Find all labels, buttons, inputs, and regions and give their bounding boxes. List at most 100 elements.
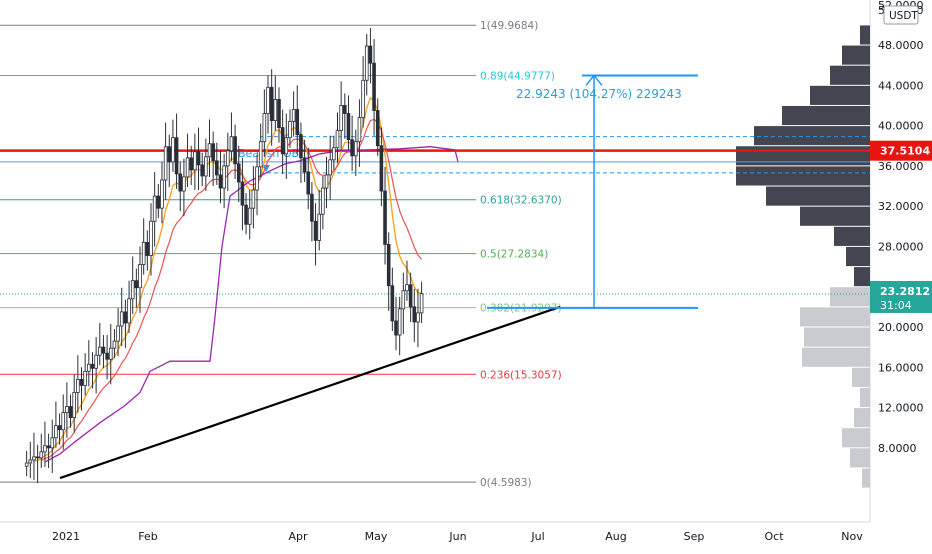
candle-body	[416, 312, 420, 323]
candle-body	[185, 157, 190, 178]
candle-body	[156, 195, 161, 209]
candle-body	[204, 156, 208, 177]
candle-body	[280, 127, 285, 155]
candle-body	[97, 346, 102, 356]
candle-body	[258, 141, 263, 168]
candle-body	[79, 378, 84, 386]
volume-profile-bar	[810, 85, 870, 105]
price-tick-label: 32.0000	[878, 200, 924, 213]
candle-body	[145, 242, 150, 256]
candle-body	[76, 378, 80, 393]
candle-body	[138, 264, 142, 289]
candle-body	[101, 346, 106, 354]
candle-body	[233, 136, 237, 165]
candle-body	[353, 141, 358, 157]
volume-profile-bar	[754, 126, 870, 146]
candle-body	[405, 284, 409, 292]
candle-body	[119, 311, 124, 327]
candle-body	[324, 174, 329, 189]
candle-body	[236, 163, 241, 183]
candle-body	[350, 139, 354, 157]
candle-body	[141, 242, 146, 265]
red-level-tag-label: 37.5104	[880, 145, 930, 158]
last-price-countdown: 31:04	[880, 299, 912, 312]
volume-profile-bar	[830, 287, 870, 307]
volume-profile-bar	[860, 25, 870, 45]
candle-body	[386, 244, 391, 287]
candle-body	[408, 284, 413, 308]
candle-body	[167, 146, 172, 163]
last-price-tag	[870, 280, 932, 313]
volume-profile-bar	[842, 428, 870, 448]
candle-body	[182, 176, 186, 192]
candle-body	[32, 456, 36, 461]
candle-body	[343, 105, 347, 114]
candle-body	[68, 406, 73, 419]
candle-body	[130, 280, 135, 300]
candle-body	[218, 174, 223, 189]
candle-body	[174, 137, 179, 175]
candle-body	[288, 121, 292, 139]
candle-body	[200, 164, 204, 177]
candle-body	[225, 150, 230, 167]
fib-level-label: 0(4.5983)	[480, 477, 532, 489]
candle-body	[262, 113, 267, 143]
measure-arrow-head-icon	[585, 74, 603, 86]
candle-body	[383, 190, 387, 245]
last-price-value: 23.2812	[880, 285, 930, 298]
currency-label: USDT	[889, 10, 918, 22]
time-tick-label: 2021	[52, 530, 80, 543]
candle-body	[127, 298, 131, 324]
candle-body	[108, 347, 113, 360]
volume-profile-bar	[800, 206, 870, 226]
volume-profile-bar	[802, 347, 870, 367]
candle-body	[310, 193, 314, 222]
candle-body	[379, 145, 384, 192]
candle-body	[229, 136, 234, 152]
candle-body	[295, 109, 300, 136]
volume-profile-bar	[800, 307, 870, 327]
candle-body	[269, 86, 274, 121]
candle-body	[284, 137, 289, 155]
candle-body	[273, 99, 278, 121]
candle-body	[372, 62, 376, 111]
candle-body	[277, 99, 281, 129]
candle-body	[72, 392, 76, 419]
candle-body	[368, 45, 373, 64]
candle-body	[357, 117, 362, 143]
candle-body	[317, 213, 322, 241]
candle-body	[419, 293, 424, 314]
candle-body	[178, 173, 183, 192]
candle-body	[390, 285, 395, 322]
volume-profile-bar	[830, 65, 870, 85]
candle-body	[189, 157, 194, 171]
candle-body	[28, 459, 33, 464]
measure-label: 22.9243 (104.27%) 229243	[516, 87, 682, 101]
candle-body	[313, 220, 318, 241]
candle-body	[207, 143, 212, 158]
candle-body	[401, 290, 406, 310]
candle-body	[87, 363, 91, 372]
candle-body	[306, 171, 311, 195]
volume-profile-bar	[834, 226, 870, 246]
volume-profile-bar	[736, 146, 870, 166]
candle-body	[412, 306, 417, 323]
candle-body	[149, 220, 153, 256]
candle-body	[193, 151, 197, 171]
bearish-ob-label: Bearish OB	[238, 147, 299, 160]
candle-body	[83, 370, 87, 386]
ma-slow-line	[41, 118, 423, 461]
price-tick-label: 36.0000	[878, 160, 924, 173]
volume-profile-bar	[854, 267, 870, 287]
candle-body	[364, 45, 369, 81]
ascending-trendline	[59, 305, 561, 480]
volume-profile-bar	[862, 468, 870, 488]
price-tick-label: 44.0000	[878, 79, 924, 92]
volume-profile-bar	[766, 186, 870, 206]
time-tick-label: Aug	[605, 530, 626, 543]
candle-body	[251, 189, 256, 209]
candle-body	[61, 412, 66, 431]
candle-body	[35, 456, 40, 459]
candle-body	[375, 110, 380, 147]
